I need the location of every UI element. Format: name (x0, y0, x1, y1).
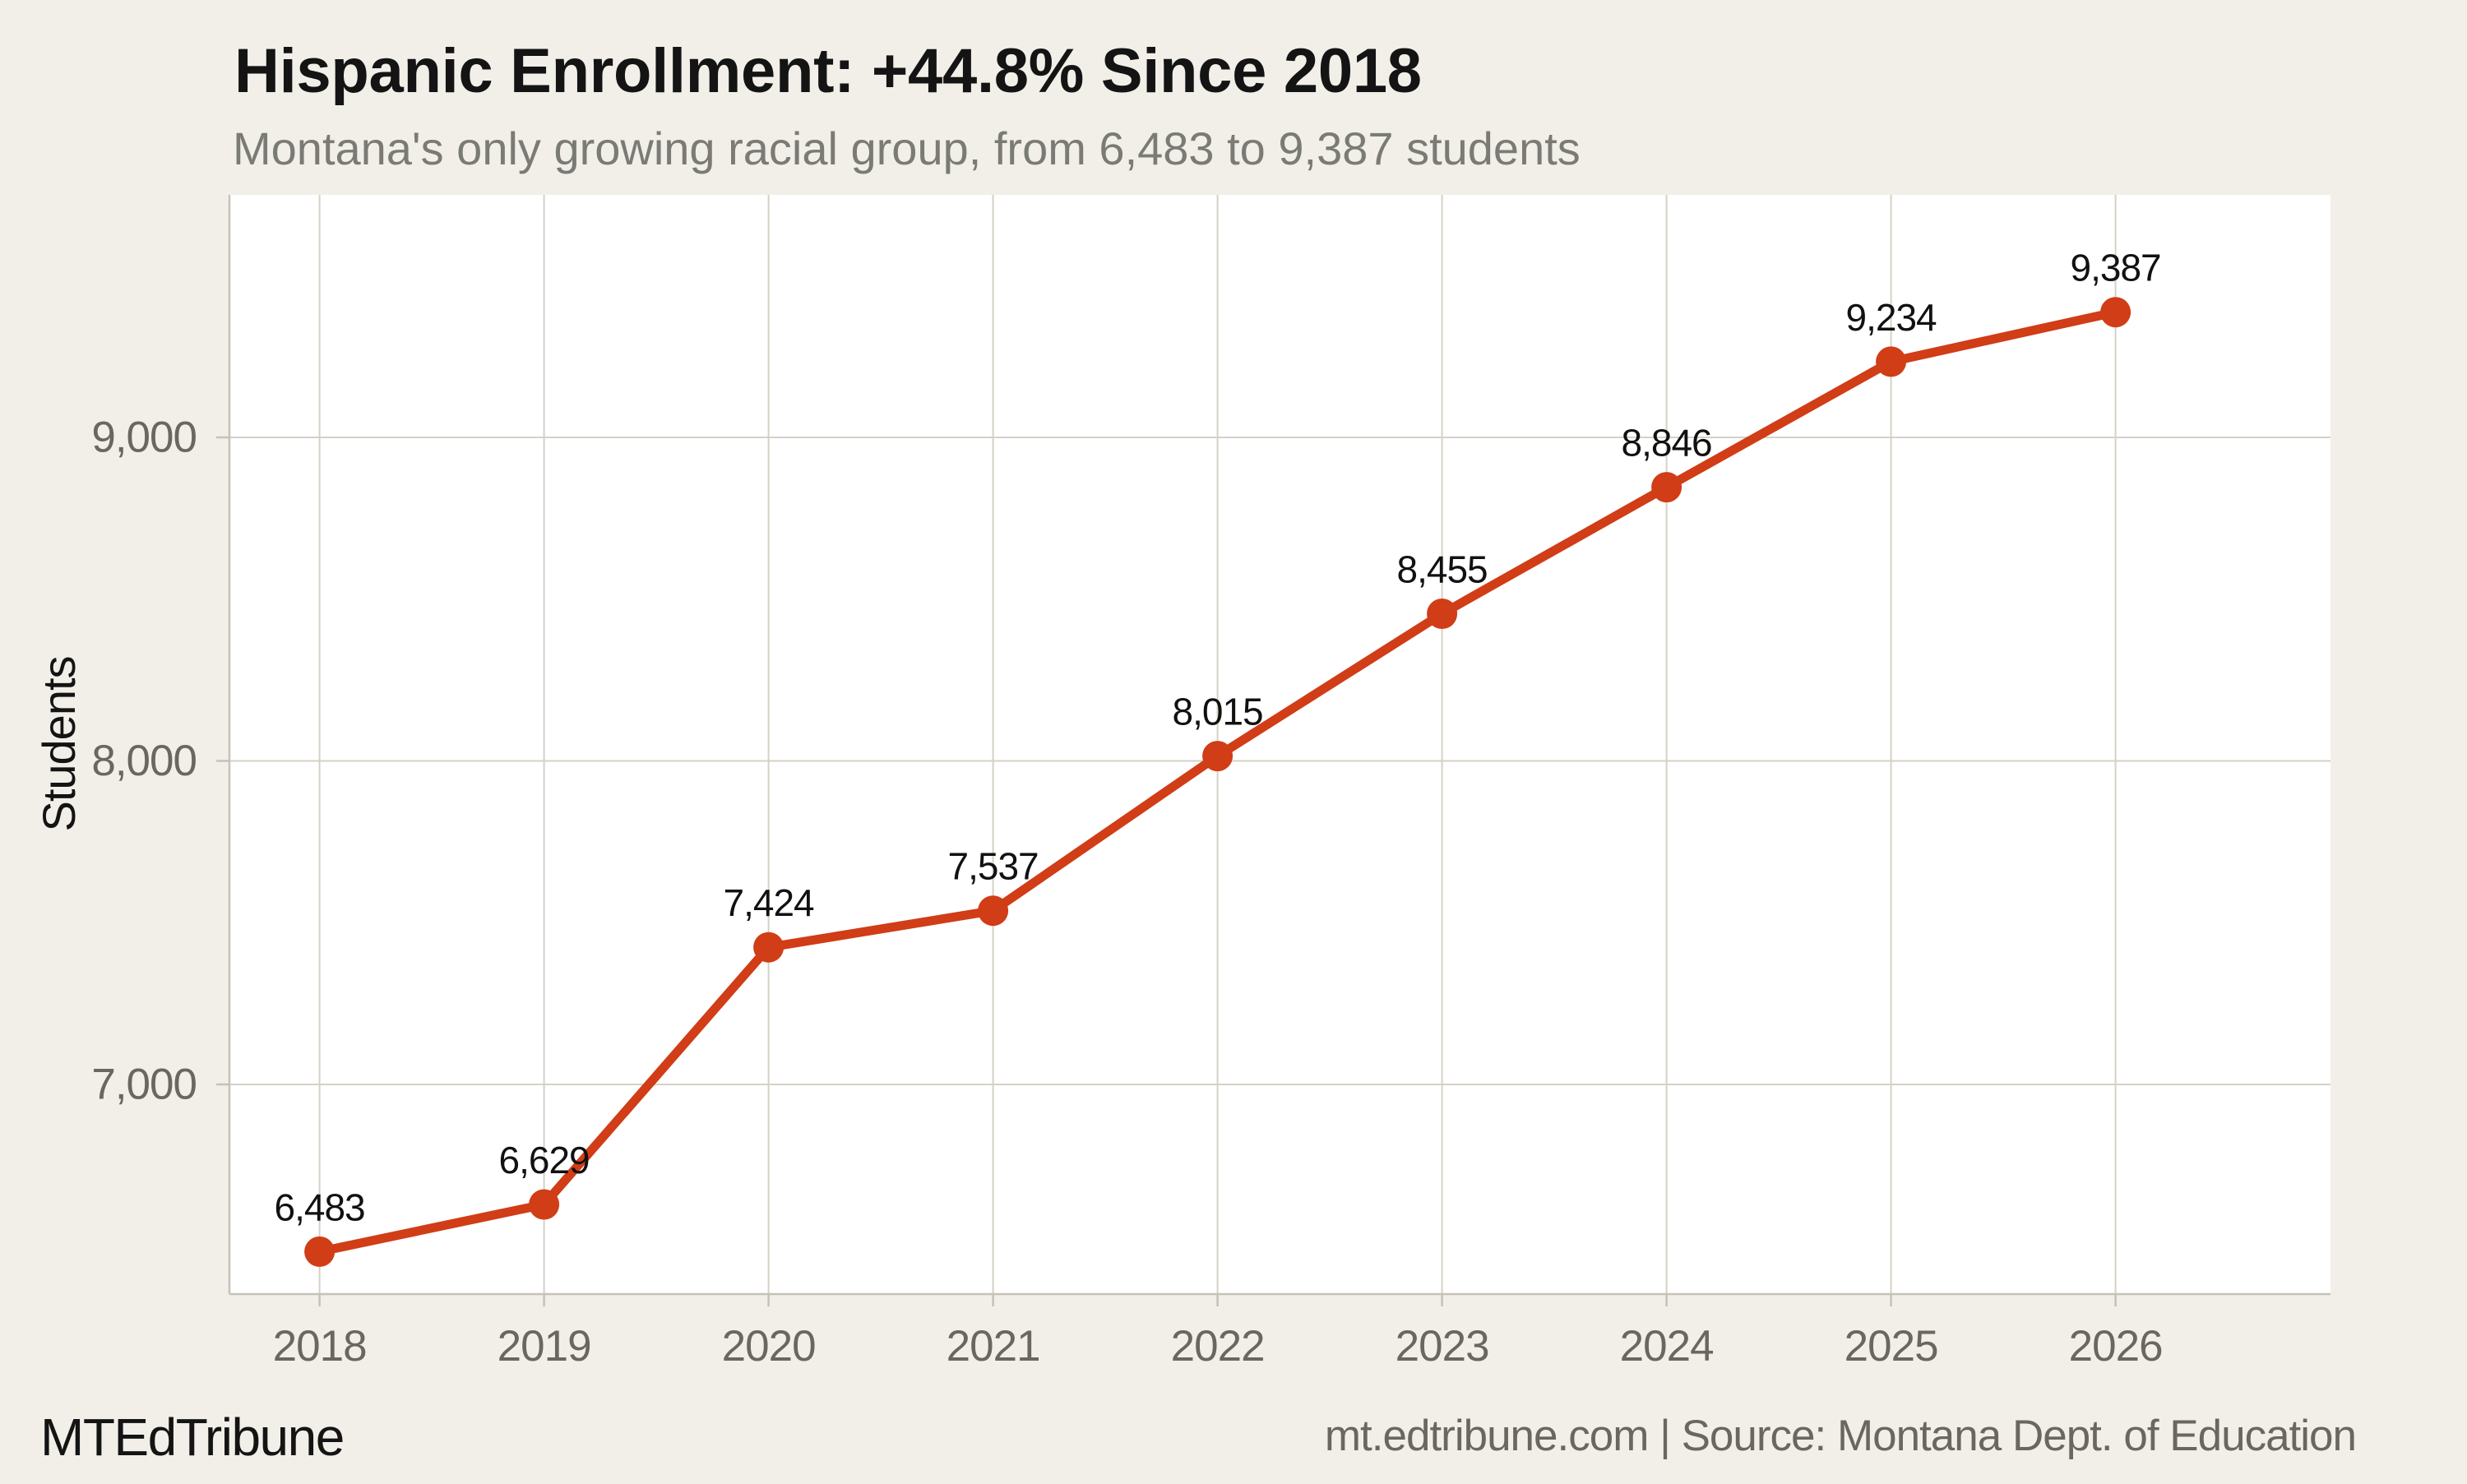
svg-text:2018: 2018 (273, 1322, 367, 1371)
svg-text:Students: Students (33, 656, 85, 831)
svg-text:9,000: 9,000 (91, 414, 197, 462)
svg-text:8,455: 8,455 (1397, 548, 1488, 591)
svg-text:7,000: 7,000 (91, 1061, 197, 1109)
svg-text:Montana's only growing racial: Montana's only growing racial group, fro… (233, 123, 1581, 174)
svg-text:9,387: 9,387 (2071, 247, 2161, 289)
svg-text:9,234: 9,234 (1846, 296, 1937, 339)
svg-text:6,483: 6,483 (275, 1186, 365, 1228)
svg-text:8,846: 8,846 (1622, 422, 1712, 465)
svg-text:2020: 2020 (722, 1322, 816, 1371)
svg-text:7,424: 7,424 (724, 881, 815, 924)
svg-text:mt.edtribune.com | Source: Mon: mt.edtribune.com | Source: Montana Dept.… (1325, 1412, 2356, 1460)
svg-text:2023: 2023 (1395, 1322, 1489, 1371)
svg-text:2019: 2019 (498, 1322, 591, 1371)
svg-text:6,629: 6,629 (499, 1139, 590, 1181)
svg-text:2024: 2024 (1620, 1322, 1714, 1371)
svg-text:8,015: 8,015 (1173, 691, 1263, 733)
svg-text:2025: 2025 (1844, 1322, 1938, 1371)
svg-text:8,000: 8,000 (91, 737, 197, 785)
svg-text:Hispanic Enrollment: +44.8% Si: Hispanic Enrollment: +44.8% Since 2018 (234, 36, 1422, 106)
svg-text:2022: 2022 (1171, 1322, 1265, 1371)
svg-text:2021: 2021 (947, 1322, 1040, 1371)
svg-text:MTEdTribune: MTEdTribune (40, 1408, 344, 1467)
svg-text:2026: 2026 (2069, 1322, 2163, 1371)
svg-text:7,537: 7,537 (948, 845, 1039, 888)
